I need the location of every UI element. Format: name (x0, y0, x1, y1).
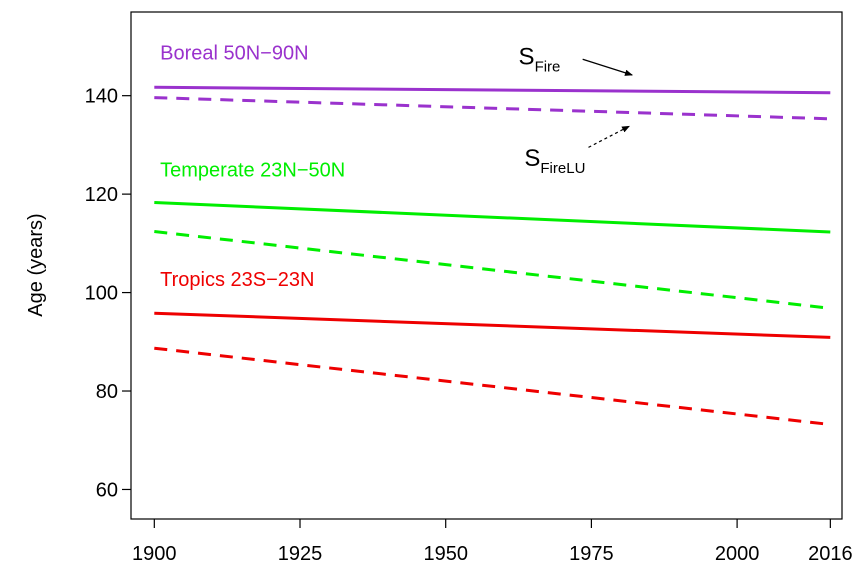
tropics-solid-line (154, 311, 831, 339)
y-tick-label: 100 (85, 283, 118, 305)
sfirelu-annotation-subscript: FireLU (540, 160, 585, 177)
sfirelu-annotation-arrow (588, 125, 630, 148)
series-layer (154, 85, 831, 426)
y-tick-label: 140 (85, 86, 118, 108)
sfire-annotation-symbol: S (519, 44, 535, 71)
y-tick-label: 80 (96, 381, 118, 403)
sfirelu-annotation-symbol: S (524, 145, 540, 172)
boreal-dashed-line (154, 96, 831, 121)
tropics-region-label: Tropics 23S−23N (160, 269, 314, 291)
x-tick-label: 1900 (132, 543, 177, 565)
boreal-solid-line (154, 85, 831, 95)
x-tick-label: 1925 (278, 543, 323, 565)
x-tick-label: 1950 (423, 543, 468, 565)
sfire-annotation-label: SFire (519, 44, 561, 76)
y-tick-label: 60 (96, 479, 118, 501)
x-axis: 1900 1925 1950 1975 2000 2016 (132, 519, 853, 565)
x-tick-label: 2000 (715, 543, 760, 565)
x-tick-label: 2016 (808, 543, 853, 565)
sfire-annotation-arrow (582, 58, 633, 76)
plot-frame (130, 11, 843, 520)
sfirelu-annotation-label: SFireLU (524, 145, 585, 177)
y-axis-title: Age (years) (25, 213, 47, 316)
tropics-dashed-line (154, 346, 831, 426)
region-label-layer: Boreal 50N−90N Temperate 23N−50N Tropics 2… (160, 43, 345, 291)
x-tick-label: 1975 (569, 543, 614, 565)
boreal-region-label: Boreal 50N−90N (160, 43, 308, 65)
temperate-solid-line (154, 201, 831, 234)
y-tick-label: 120 (85, 184, 118, 206)
temperate-dashed-line (154, 230, 831, 310)
sfire-annotation-subscript: Fire (535, 59, 561, 76)
y-axis: 60 80 100 120 140 (85, 86, 131, 501)
temperate-region-label: Temperate 23N−50N (160, 159, 345, 181)
